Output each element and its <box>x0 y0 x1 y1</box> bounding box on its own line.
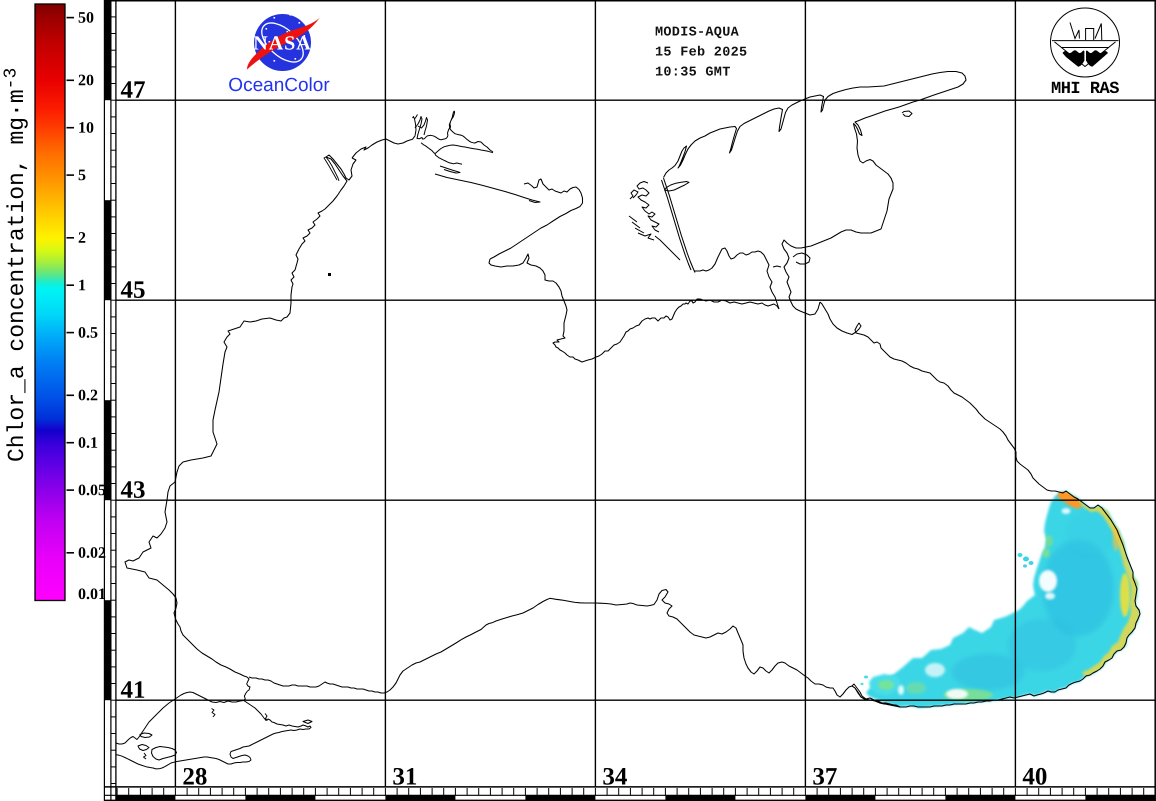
svg-text:0.1: 0.1 <box>78 435 98 452</box>
svg-text:2: 2 <box>78 230 86 247</box>
svg-text:0.2: 0.2 <box>78 387 98 404</box>
svg-text:0.5: 0.5 <box>78 325 98 342</box>
svg-text:50: 50 <box>78 10 94 27</box>
svg-text:NASA: NASA <box>253 32 311 54</box>
svg-text:1: 1 <box>78 277 86 294</box>
svg-text:OceanColor: OceanColor <box>228 75 330 96</box>
svg-text:43: 43 <box>120 477 145 504</box>
svg-text:0.02: 0.02 <box>78 545 106 562</box>
svg-text:0.05: 0.05 <box>78 482 106 499</box>
svg-text:47: 47 <box>120 77 145 104</box>
svg-text:34: 34 <box>602 764 628 791</box>
svg-text:20: 20 <box>78 72 94 89</box>
svg-text:15 Feb 2025: 15 Feb 2025 <box>655 46 747 61</box>
svg-text:Chlor_a concentration, mg·m-3: Chlor_a concentration, mg·m-3 <box>2 68 31 462</box>
svg-text:10:35 GMT: 10:35 GMT <box>655 66 731 81</box>
svg-text:28: 28 <box>182 764 207 791</box>
svg-text:37: 37 <box>812 764 837 791</box>
svg-text:MODIS-AQUA: MODIS-AQUA <box>655 26 740 41</box>
svg-text:10: 10 <box>78 120 94 137</box>
svg-text:45: 45 <box>120 277 145 304</box>
svg-text:0.01: 0.01 <box>78 586 106 603</box>
svg-text:41: 41 <box>120 677 145 704</box>
svg-text:31: 31 <box>392 764 417 791</box>
svg-text:5: 5 <box>78 167 86 184</box>
svg-text:MHI RAS: MHI RAS <box>1051 80 1119 99</box>
svg-text:40: 40 <box>1022 764 1047 791</box>
